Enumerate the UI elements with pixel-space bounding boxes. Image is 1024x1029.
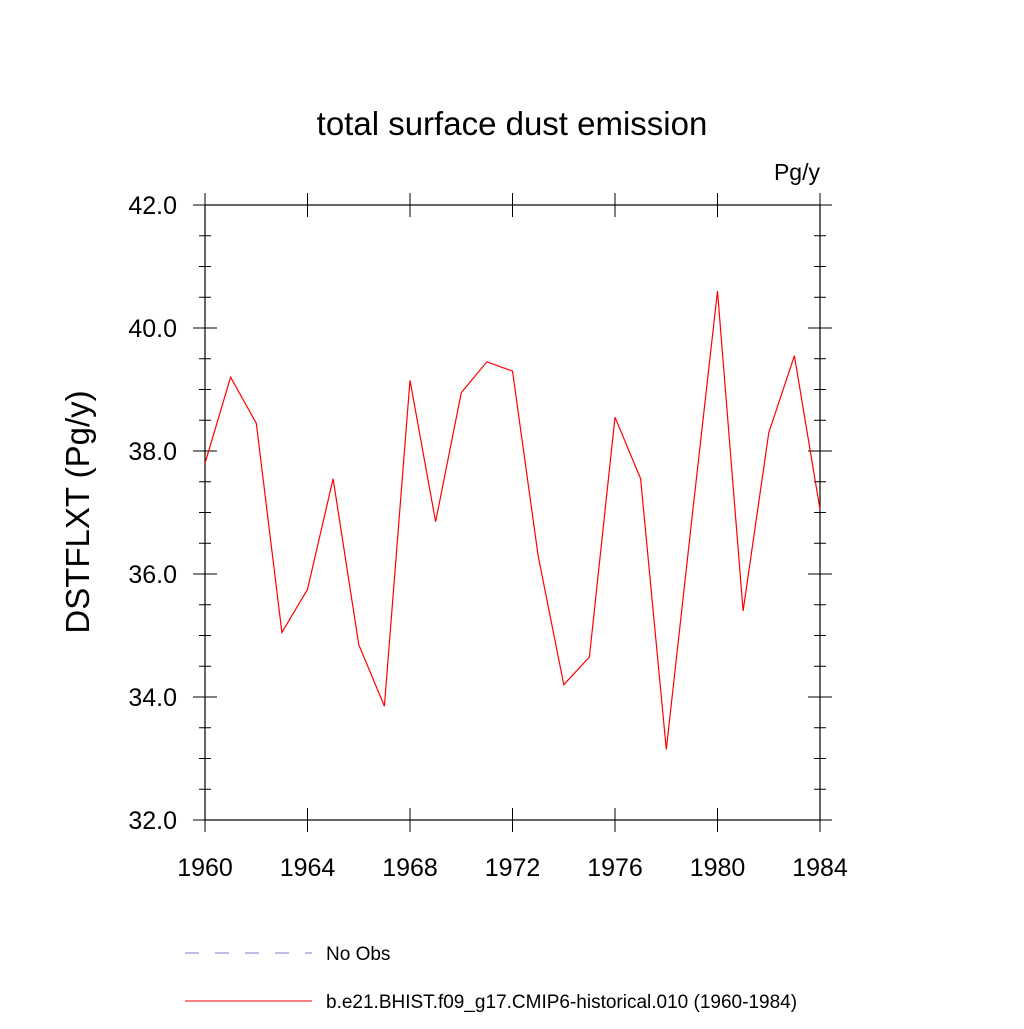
axes: 32.0 34.0 36.0 38.0 40.0 42.0 1960 1964 1968 1972… — [128, 192, 848, 882]
data-point — [639, 477, 643, 481]
data-point — [792, 354, 796, 358]
data-point — [664, 747, 668, 751]
y-tick-label: 40.0 — [128, 315, 177, 343]
y-axis-label: DSTFLXT (Pg/y) — [59, 390, 96, 633]
data-point — [306, 587, 310, 591]
data-point — [690, 517, 694, 521]
units-label: Pg/y — [774, 159, 821, 185]
y-tick-label: 42.0 — [128, 192, 177, 220]
data-point — [382, 704, 386, 708]
data-point — [434, 520, 438, 524]
legend: No Obs b.e21.BHIST.f09_g17.CMIP6-historic… — [185, 944, 797, 1013]
data-point — [818, 507, 822, 511]
x-tick-label: 1964 — [280, 854, 336, 882]
data-point — [767, 431, 771, 435]
x-tick-label: 1960 — [177, 854, 233, 882]
data-point — [587, 655, 591, 659]
data-point — [331, 477, 335, 481]
x-tick-label: 1980 — [690, 854, 746, 882]
data-point — [203, 461, 207, 465]
data-point — [562, 683, 566, 687]
data-point — [229, 375, 233, 379]
data-point — [613, 415, 617, 419]
y-tick-label: 32.0 — [128, 807, 177, 835]
data-point — [716, 289, 720, 293]
x-tick-label: 1968 — [382, 854, 438, 882]
series-layer — [203, 289, 822, 751]
data-point — [357, 643, 361, 647]
data-point — [459, 391, 463, 395]
data-point — [408, 378, 412, 382]
plot-frame — [204, 204, 821, 821]
x-tick-label: 1976 — [587, 854, 643, 882]
chart-title: total surface dust emission — [317, 105, 708, 142]
y-tick-label: 34.0 — [128, 684, 177, 712]
data-point — [741, 609, 745, 613]
y-tick-label: 36.0 — [128, 561, 177, 589]
data-point — [254, 421, 258, 425]
legend-label: No Obs — [326, 944, 390, 965]
data-point — [511, 369, 515, 373]
x-tick-label: 1984 — [792, 854, 848, 882]
data-point — [280, 630, 284, 634]
x-tick-label: 1972 — [485, 854, 541, 882]
series-line — [204, 291, 821, 750]
y-tick-label: 38.0 — [128, 438, 177, 466]
legend-label: b.e21.BHIST.f09_g17.CMIP6-historical.010… — [326, 992, 797, 1013]
data-point — [536, 554, 540, 558]
data-point — [485, 360, 489, 364]
